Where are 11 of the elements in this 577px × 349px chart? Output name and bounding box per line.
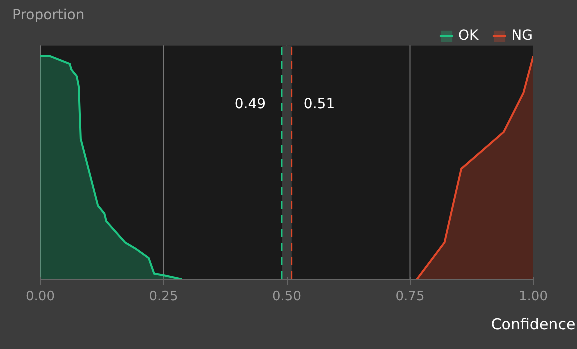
legend-label: OK: [458, 28, 479, 44]
x-tick-label: 0.00: [26, 290, 55, 304]
x-tick-label: 0.25: [149, 290, 178, 304]
x-tick-label: 0.50: [272, 290, 302, 304]
ref-line-label: 0.51: [304, 96, 336, 113]
legend-label: NG: [512, 28, 533, 44]
ref-line-label: 0.49: [234, 96, 266, 113]
chart-title: Proportion: [12, 8, 85, 24]
x-tick-label: 0.75: [396, 290, 425, 304]
x-axis-title: Confidence: [491, 316, 576, 334]
x-tick-label: 1.00: [519, 290, 548, 304]
